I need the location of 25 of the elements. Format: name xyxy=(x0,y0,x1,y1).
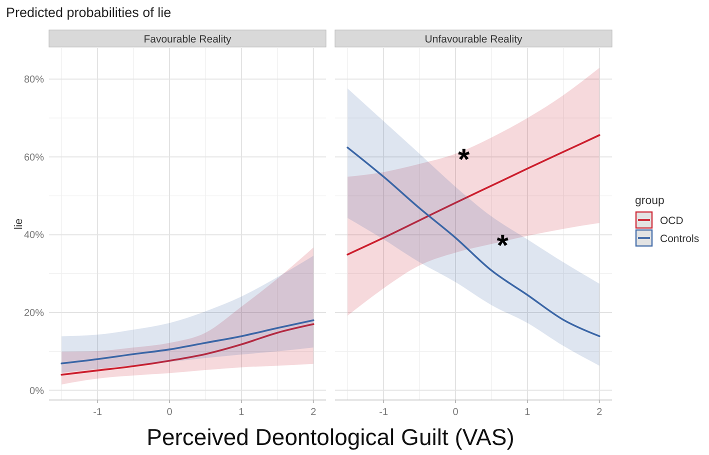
legend-label: Controls xyxy=(660,233,700,245)
x-axis-title: Perceived Deontological Guilt (VAS) xyxy=(146,424,514,450)
x-tick-label: 1 xyxy=(238,407,245,418)
line-series xyxy=(60,319,314,364)
line-series xyxy=(60,323,314,376)
y-tick-label: 0% xyxy=(30,386,44,397)
annotation: * xyxy=(458,143,470,176)
x-tick-label: -1 xyxy=(93,407,102,418)
chart-title: Predicted probabilities of lie xyxy=(6,5,172,20)
x-tick-label: 0 xyxy=(452,407,459,418)
x-tick-label: 0 xyxy=(166,407,173,418)
chart-subtitle: Favourable Reality xyxy=(144,34,232,46)
y-tick-label: 40% xyxy=(24,230,44,242)
x-tick-label: 1 xyxy=(524,407,531,418)
y-tick-label: 60% xyxy=(24,152,44,164)
legend-label: OCD xyxy=(660,215,684,227)
x-tick-label: -1 xyxy=(379,407,388,418)
annotation: * xyxy=(496,230,509,263)
x-tick-label: 2 xyxy=(596,407,603,418)
y-tick-label: 20% xyxy=(24,308,44,319)
legend-title: group xyxy=(635,195,664,207)
y-tick-label: 80% xyxy=(24,74,44,86)
chart-subtitle: Unfavourable Reality xyxy=(424,34,523,46)
x-tick-label: 2 xyxy=(310,407,317,418)
y-axis-title: lie xyxy=(13,218,25,230)
